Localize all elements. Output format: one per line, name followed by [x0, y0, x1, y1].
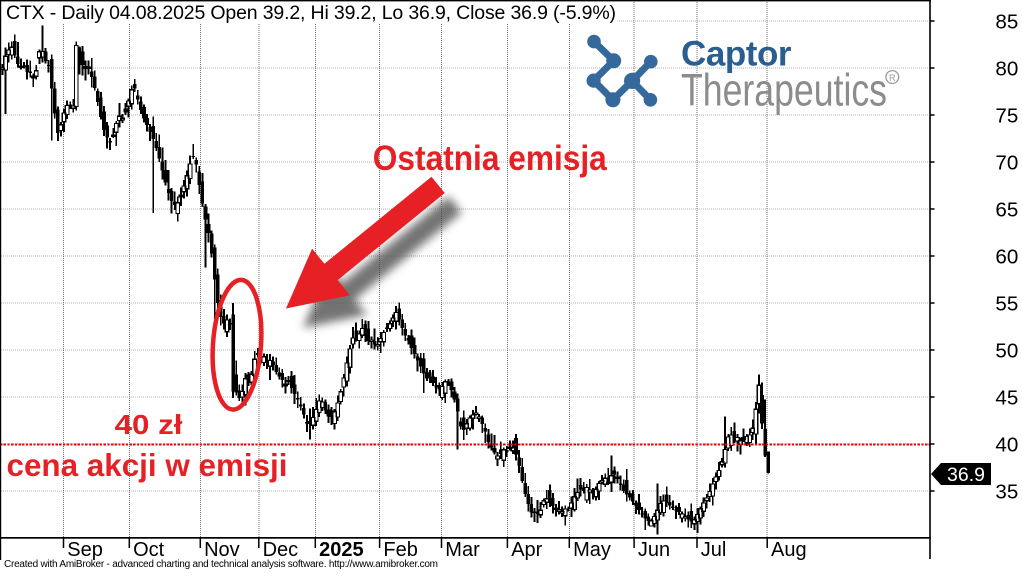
svg-text:55: 55: [995, 292, 1018, 315]
svg-text:cena akcji w emisji: cena akcji w emisji: [7, 447, 288, 483]
svg-text:Therapeutics: Therapeutics: [681, 64, 887, 115]
svg-text:65: 65: [995, 198, 1018, 221]
svg-text:Feb: Feb: [383, 539, 417, 561]
svg-text:60: 60: [995, 245, 1018, 268]
svg-text:Aug: Aug: [771, 539, 807, 561]
svg-text:Nov: Nov: [204, 539, 240, 561]
svg-text:Apr: Apr: [511, 539, 542, 561]
svg-text:70: 70: [995, 151, 1018, 174]
svg-text:50: 50: [995, 339, 1018, 362]
svg-text:Jun: Jun: [638, 539, 670, 561]
svg-text:36.9: 36.9: [947, 464, 985, 486]
svg-text:Captor: Captor: [681, 34, 792, 73]
svg-text:40 zł: 40 zł: [115, 409, 183, 440]
svg-text:R: R: [889, 73, 896, 83]
svg-text:35: 35: [995, 480, 1018, 503]
svg-text:Mar: Mar: [445, 539, 480, 561]
svg-text:75: 75: [995, 104, 1018, 127]
svg-text:40: 40: [995, 433, 1018, 456]
svg-text:Dec: Dec: [263, 539, 299, 561]
svg-text:80: 80: [995, 57, 1018, 80]
svg-text:Created with AmiBroker - advan: Created with AmiBroker - advanced charti…: [4, 559, 438, 570]
svg-text:Sep: Sep: [67, 539, 103, 561]
svg-text:2025: 2025: [319, 539, 364, 561]
svg-text:45: 45: [995, 386, 1018, 409]
svg-text:Ostatnia emisja: Ostatnia emisja: [373, 139, 607, 178]
svg-text:Oct: Oct: [133, 539, 165, 561]
svg-text:May: May: [573, 539, 611, 561]
svg-text:Jul: Jul: [701, 539, 727, 561]
svg-text:CTX - Daily 04.08.2025 Open 39: CTX - Daily 04.08.2025 Open 39.2, Hi 39.…: [6, 2, 616, 24]
svg-text:85: 85: [995, 10, 1018, 33]
